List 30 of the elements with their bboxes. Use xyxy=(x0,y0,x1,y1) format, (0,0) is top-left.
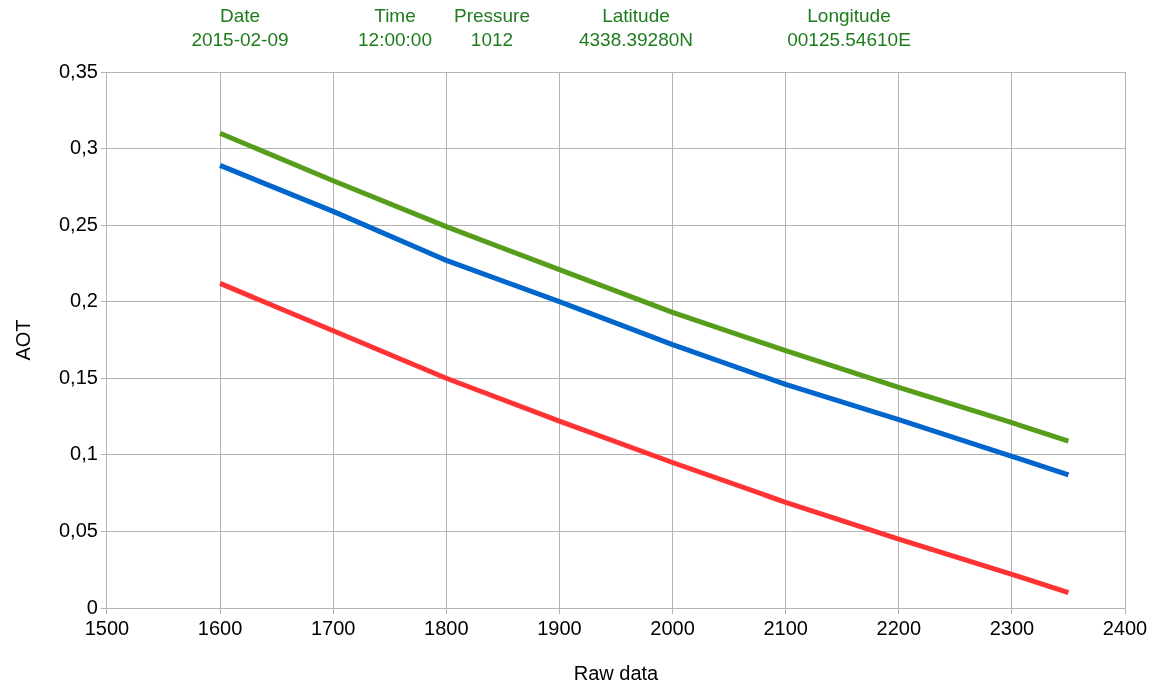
x-tick-label: 2400 xyxy=(1102,616,1148,639)
text: 00125.54610E xyxy=(786,28,912,52)
x-axis-title: Raw data xyxy=(573,661,660,684)
y-tick-label: 0,1 xyxy=(70,442,98,465)
text: 2015-02-09 xyxy=(190,28,290,52)
y-tick-label: 0,05 xyxy=(58,518,98,541)
y-tick-label: 0,3 xyxy=(70,136,98,159)
x-tick-label: 2200 xyxy=(876,616,922,639)
y-tick-label: 0 xyxy=(86,595,98,618)
y-tick-label: 0,25 xyxy=(58,212,98,235)
text: Pressure xyxy=(453,5,531,26)
x-tick-label: 1700 xyxy=(310,616,356,639)
x-tick-label: 1600 xyxy=(197,616,243,639)
x-tick-label: 1800 xyxy=(424,616,469,639)
x-tick-label: 2000 xyxy=(650,616,695,639)
x-tick-label: 2300 xyxy=(989,616,1035,639)
text: Date xyxy=(218,4,262,28)
y-tick-label: 0,2 xyxy=(70,289,98,312)
text: 12:00:00 xyxy=(358,29,432,50)
x-tick-label: 1500 xyxy=(84,616,130,639)
text: Longitude xyxy=(806,4,892,28)
x-tick-label: 1900 xyxy=(537,616,582,639)
text: 1012 xyxy=(470,29,514,50)
y-tick-label: 0,35 xyxy=(58,59,98,82)
y-tick-label: 0,15 xyxy=(58,365,98,388)
text: Time xyxy=(374,5,416,26)
text: Latitude xyxy=(601,4,671,28)
y-axis-title: AOT xyxy=(11,319,34,361)
x-tick-label: 2100 xyxy=(763,616,808,639)
text: 4338.39280N xyxy=(577,28,695,52)
